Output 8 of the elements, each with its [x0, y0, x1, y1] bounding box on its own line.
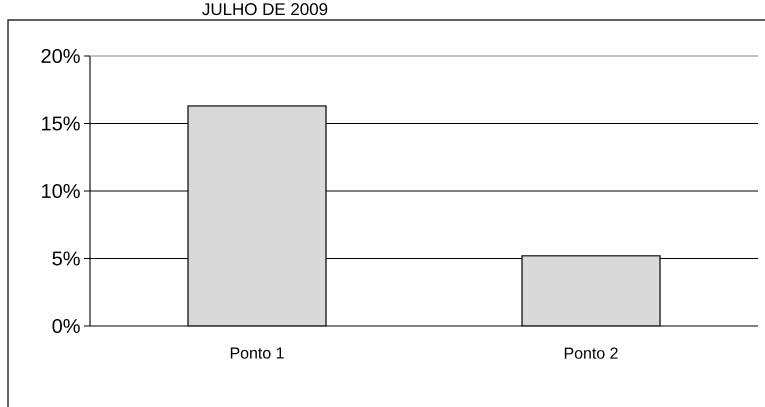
y-tick-label: 20% [42, 48, 80, 64]
y-tick-label: 10% [42, 184, 80, 198]
chart-title: JULHO DE 2009 [202, 3, 328, 16]
y-tick-label: 15% [42, 116, 80, 130]
y-tick-label: 0% [52, 318, 80, 334]
y-tick-label: 5% [52, 251, 80, 266]
x-tick-label: Ponto 1 [230, 348, 284, 359]
x-tick-label: Ponto 2 [564, 348, 618, 359]
